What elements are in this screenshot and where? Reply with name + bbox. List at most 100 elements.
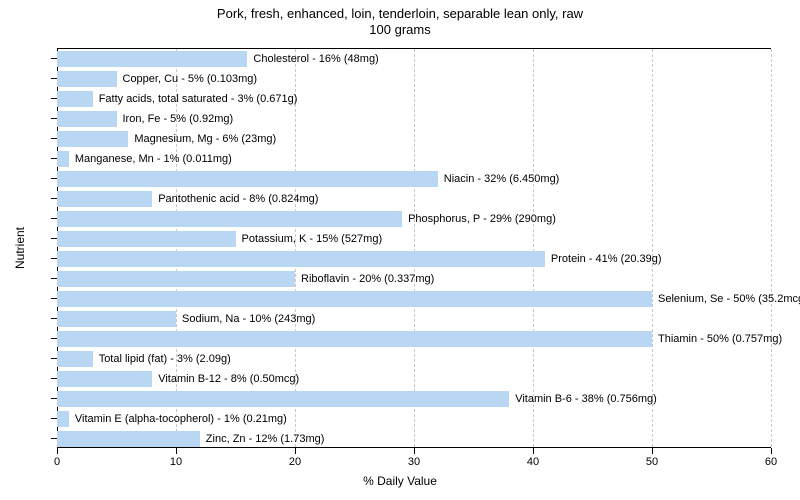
bar-row: Copper, Cu - 5% (0.103mg) <box>57 71 771 87</box>
chart-title-line2: 100 grams <box>0 22 800 38</box>
bar-label: Cholesterol - 16% (48mg) <box>253 53 378 65</box>
bar <box>57 191 152 207</box>
y-tick-mark <box>51 58 57 59</box>
bar <box>57 371 152 387</box>
bar-label: Protein - 41% (20.39g) <box>551 253 662 265</box>
bar-row: Potassium, K - 15% (527mg) <box>57 231 771 247</box>
bar-label: Selenium, Se - 50% (35.2mcg) <box>658 293 800 305</box>
y-tick-mark <box>51 218 57 219</box>
x-tick-mark <box>414 448 415 454</box>
bar-label: Sodium, Na - 10% (243mg) <box>182 313 315 325</box>
bar-row: Vitamin E (alpha-tocopherol) - 1% (0.21m… <box>57 411 771 427</box>
bar <box>57 131 128 147</box>
y-tick-mark <box>51 398 57 399</box>
x-tick-mark <box>57 448 58 454</box>
y-tick-mark <box>51 138 57 139</box>
y-tick-mark <box>51 418 57 419</box>
y-tick-mark <box>51 158 57 159</box>
y-tick-mark <box>51 258 57 259</box>
grid-line <box>771 49 772 447</box>
bar <box>57 311 176 327</box>
bar <box>57 51 247 67</box>
bar <box>57 111 117 127</box>
nutrient-chart: Pork, fresh, enhanced, loin, tenderloin,… <box>0 0 800 500</box>
x-tick-label: 20 <box>289 456 301 468</box>
bar-label: Vitamin B-12 - 8% (0.50mcg) <box>158 373 299 385</box>
y-tick-mark <box>51 198 57 199</box>
bar-row: Iron, Fe - 5% (0.92mg) <box>57 111 771 127</box>
x-tick-mark <box>533 448 534 454</box>
y-tick-mark <box>51 98 57 99</box>
bar-row: Manganese, Mn - 1% (0.011mg) <box>57 151 771 167</box>
bar-label: Zinc, Zn - 12% (1.73mg) <box>206 433 325 445</box>
bar-row: Riboflavin - 20% (0.337mg) <box>57 271 771 287</box>
bar <box>57 171 438 187</box>
bar-label: Phosphorus, P - 29% (290mg) <box>408 213 556 225</box>
bar-row: Fatty acids, total saturated - 3% (0.671… <box>57 91 771 107</box>
x-tick-label: 10 <box>170 456 182 468</box>
bar-label: Potassium, K - 15% (527mg) <box>242 233 383 245</box>
bar <box>57 331 652 347</box>
chart-title: Pork, fresh, enhanced, loin, tenderloin,… <box>0 6 800 39</box>
chart-title-line1: Pork, fresh, enhanced, loin, tenderloin,… <box>0 6 800 22</box>
bar-row: Magnesium, Mg - 6% (23mg) <box>57 131 771 147</box>
bar-label: Total lipid (fat) - 3% (2.09g) <box>99 353 231 365</box>
y-tick-mark <box>51 178 57 179</box>
y-tick-mark <box>51 278 57 279</box>
bar-label: Magnesium, Mg - 6% (23mg) <box>134 133 276 145</box>
bar-label: Copper, Cu - 5% (0.103mg) <box>123 73 258 85</box>
y-axis-label: Nutrient <box>13 227 27 269</box>
bar-row: Niacin - 32% (6.450mg) <box>57 171 771 187</box>
bar-row: Selenium, Se - 50% (35.2mcg) <box>57 291 771 307</box>
y-tick-mark <box>51 318 57 319</box>
bar-label: Fatty acids, total saturated - 3% (0.671… <box>99 93 298 105</box>
bar-row: Vitamin B-12 - 8% (0.50mcg) <box>57 371 771 387</box>
bar-label: Pantothenic acid - 8% (0.824mg) <box>158 193 318 205</box>
y-tick-mark <box>51 118 57 119</box>
y-tick-mark <box>51 238 57 239</box>
bar-row: Zinc, Zn - 12% (1.73mg) <box>57 431 771 447</box>
y-tick-mark <box>51 378 57 379</box>
x-tick-mark <box>771 448 772 454</box>
bar <box>57 351 93 367</box>
x-tick-mark <box>295 448 296 454</box>
y-tick-mark <box>51 298 57 299</box>
bar-label: Thiamin - 50% (0.757mg) <box>658 333 782 345</box>
bar-row: Total lipid (fat) - 3% (2.09g) <box>57 351 771 367</box>
x-tick-label: 40 <box>527 456 539 468</box>
bar-label: Niacin - 32% (6.450mg) <box>444 173 560 185</box>
bars-container: Cholesterol - 16% (48mg) Copper, Cu - 5% … <box>57 49 771 447</box>
bar <box>57 211 402 227</box>
bar-label: Vitamin E (alpha-tocopherol) - 1% (0.21m… <box>75 413 287 425</box>
bar-row: Pantothenic acid - 8% (0.824mg) <box>57 191 771 207</box>
x-tick-label: 0 <box>54 456 60 468</box>
y-tick-mark <box>51 338 57 339</box>
bar-row: Sodium, Na - 10% (243mg) <box>57 311 771 327</box>
bar-label: Riboflavin - 20% (0.337mg) <box>301 273 434 285</box>
bar <box>57 251 545 267</box>
bar-row: Protein - 41% (20.39g) <box>57 251 771 267</box>
bar <box>57 271 295 287</box>
bar <box>57 411 69 427</box>
bar <box>57 291 652 307</box>
x-tick-label: 60 <box>765 456 777 468</box>
bar-label: Iron, Fe - 5% (0.92mg) <box>123 113 234 125</box>
bar <box>57 151 69 167</box>
x-axis-label: % Daily Value <box>0 474 800 488</box>
y-tick-mark <box>51 78 57 79</box>
bar <box>57 71 117 87</box>
y-tick-mark <box>51 358 57 359</box>
bar <box>57 391 509 407</box>
bar-row: Phosphorus, P - 29% (290mg) <box>57 211 771 227</box>
plot-area: Cholesterol - 16% (48mg) Copper, Cu - 5% … <box>57 48 771 448</box>
bar-label: Manganese, Mn - 1% (0.011mg) <box>75 153 232 165</box>
bar <box>57 431 200 447</box>
bar-label: Vitamin B-6 - 38% (0.756mg) <box>515 393 657 405</box>
x-tick-mark <box>176 448 177 454</box>
y-axis-ticks <box>51 48 57 448</box>
bar <box>57 91 93 107</box>
x-tick-mark <box>652 448 653 454</box>
x-tick-label: 50 <box>646 456 658 468</box>
y-tick-mark <box>51 438 57 439</box>
x-tick-label: 30 <box>408 456 420 468</box>
